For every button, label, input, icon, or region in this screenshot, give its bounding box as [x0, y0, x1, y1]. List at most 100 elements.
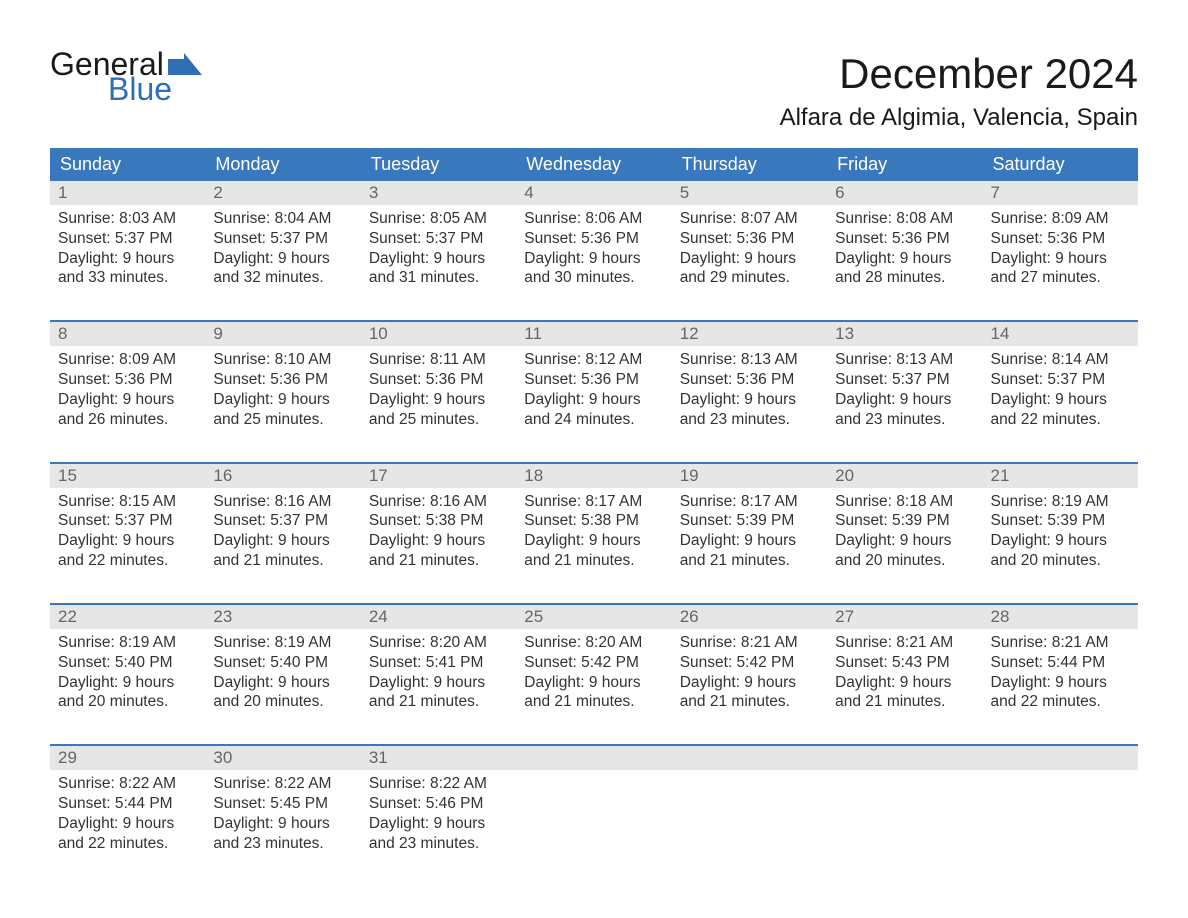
daylight-line-2: and 27 minutes. [991, 268, 1130, 288]
day-number: 23 [205, 605, 360, 629]
sunrise-line: Sunrise: 8:15 AM [58, 492, 197, 512]
day-body: Sunrise: 8:19 AMSunset: 5:40 PMDaylight:… [50, 629, 205, 730]
day-body: Sunrise: 8:04 AMSunset: 5:37 PMDaylight:… [205, 205, 360, 306]
week-row: 29Sunrise: 8:22 AMSunset: 5:44 PMDayligh… [50, 744, 1138, 871]
sunset-line: Sunset: 5:36 PM [991, 229, 1130, 249]
day-number: 19 [672, 464, 827, 488]
day-cell-11: 11Sunrise: 8:12 AMSunset: 5:36 PMDayligh… [516, 322, 671, 447]
day-body: Sunrise: 8:13 AMSunset: 5:36 PMDaylight:… [672, 346, 827, 447]
sunset-line: Sunset: 5:37 PM [835, 370, 974, 390]
sunset-line: Sunset: 5:38 PM [369, 511, 508, 531]
sunrise-line: Sunrise: 8:20 AM [369, 633, 508, 653]
location-subtitle: Alfara de Algimia, Valencia, Spain [780, 104, 1138, 132]
day-body: Sunrise: 8:09 AMSunset: 5:36 PMDaylight:… [983, 205, 1138, 306]
day-cell-21: 21Sunrise: 8:19 AMSunset: 5:39 PMDayligh… [983, 464, 1138, 589]
daylight-line-1: Daylight: 9 hours [835, 673, 974, 693]
day-number: 29 [50, 746, 205, 770]
sunset-line: Sunset: 5:37 PM [369, 229, 508, 249]
day-body: Sunrise: 8:21 AMSunset: 5:42 PMDaylight:… [672, 629, 827, 730]
daylight-line-2: and 24 minutes. [524, 410, 663, 430]
day-number: 5 [672, 181, 827, 205]
daylight-line-2: and 21 minutes. [680, 692, 819, 712]
daylight-line-2: and 29 minutes. [680, 268, 819, 288]
sunset-line: Sunset: 5:37 PM [58, 229, 197, 249]
daylight-line-2: and 28 minutes. [835, 268, 974, 288]
day-cell-30: 30Sunrise: 8:22 AMSunset: 5:45 PMDayligh… [205, 746, 360, 871]
dow-friday: Friday [827, 148, 982, 181]
daylight-line-1: Daylight: 9 hours [680, 531, 819, 551]
day-cell-19: 19Sunrise: 8:17 AMSunset: 5:39 PMDayligh… [672, 464, 827, 589]
day-body-empty [672, 770, 827, 860]
empty-day-cell [983, 746, 1138, 871]
day-cell-9: 9Sunrise: 8:10 AMSunset: 5:36 PMDaylight… [205, 322, 360, 447]
day-number: 15 [50, 464, 205, 488]
sunrise-line: Sunrise: 8:17 AM [680, 492, 819, 512]
sunrise-line: Sunrise: 8:21 AM [991, 633, 1130, 653]
daylight-line-1: Daylight: 9 hours [213, 814, 352, 834]
daylight-line-1: Daylight: 9 hours [835, 390, 974, 410]
daylight-line-1: Daylight: 9 hours [369, 673, 508, 693]
sunset-line: Sunset: 5:42 PM [680, 653, 819, 673]
sunrise-line: Sunrise: 8:22 AM [213, 774, 352, 794]
daylight-line-2: and 23 minutes. [369, 834, 508, 854]
sunset-line: Sunset: 5:43 PM [835, 653, 974, 673]
daylight-line-1: Daylight: 9 hours [680, 673, 819, 693]
day-cell-22: 22Sunrise: 8:19 AMSunset: 5:40 PMDayligh… [50, 605, 205, 730]
day-number: 3 [361, 181, 516, 205]
sunset-line: Sunset: 5:36 PM [213, 370, 352, 390]
daylight-line-2: and 21 minutes. [524, 551, 663, 571]
sunset-line: Sunset: 5:36 PM [369, 370, 508, 390]
sunrise-line: Sunrise: 8:21 AM [835, 633, 974, 653]
sunrise-line: Sunrise: 8:07 AM [680, 209, 819, 229]
day-number: 10 [361, 322, 516, 346]
sunset-line: Sunset: 5:39 PM [991, 511, 1130, 531]
week-row: 1Sunrise: 8:03 AMSunset: 5:37 PMDaylight… [50, 181, 1138, 306]
sunrise-line: Sunrise: 8:08 AM [835, 209, 974, 229]
daylight-line-2: and 26 minutes. [58, 410, 197, 430]
day-body-empty [827, 770, 982, 860]
daylight-line-2: and 22 minutes. [991, 410, 1130, 430]
sunrise-line: Sunrise: 8:05 AM [369, 209, 508, 229]
day-body: Sunrise: 8:21 AMSunset: 5:44 PMDaylight:… [983, 629, 1138, 730]
daylight-line-2: and 20 minutes. [991, 551, 1130, 571]
dow-thursday: Thursday [672, 148, 827, 181]
daylight-line-1: Daylight: 9 hours [213, 249, 352, 269]
daylight-line-2: and 22 minutes. [58, 834, 197, 854]
day-cell-20: 20Sunrise: 8:18 AMSunset: 5:39 PMDayligh… [827, 464, 982, 589]
week-row: 15Sunrise: 8:15 AMSunset: 5:37 PMDayligh… [50, 462, 1138, 589]
daylight-line-2: and 21 minutes. [524, 692, 663, 712]
daylight-line-1: Daylight: 9 hours [524, 249, 663, 269]
day-body: Sunrise: 8:22 AMSunset: 5:45 PMDaylight:… [205, 770, 360, 871]
day-cell-3: 3Sunrise: 8:05 AMSunset: 5:37 PMDaylight… [361, 181, 516, 306]
day-number: 25 [516, 605, 671, 629]
day-number: 30 [205, 746, 360, 770]
empty-day-cell [672, 746, 827, 871]
daynum-empty [983, 746, 1138, 770]
sunrise-line: Sunrise: 8:04 AM [213, 209, 352, 229]
daylight-line-2: and 21 minutes. [835, 692, 974, 712]
daylight-line-1: Daylight: 9 hours [213, 673, 352, 693]
daylight-line-2: and 33 minutes. [58, 268, 197, 288]
daylight-line-2: and 31 minutes. [369, 268, 508, 288]
day-cell-27: 27Sunrise: 8:21 AMSunset: 5:43 PMDayligh… [827, 605, 982, 730]
daylight-line-2: and 23 minutes. [835, 410, 974, 430]
day-number: 17 [361, 464, 516, 488]
day-body: Sunrise: 8:11 AMSunset: 5:36 PMDaylight:… [361, 346, 516, 447]
day-body: Sunrise: 8:12 AMSunset: 5:36 PMDaylight:… [516, 346, 671, 447]
sunrise-line: Sunrise: 8:13 AM [680, 350, 819, 370]
day-cell-26: 26Sunrise: 8:21 AMSunset: 5:42 PMDayligh… [672, 605, 827, 730]
day-body: Sunrise: 8:16 AMSunset: 5:38 PMDaylight:… [361, 488, 516, 589]
day-body: Sunrise: 8:18 AMSunset: 5:39 PMDaylight:… [827, 488, 982, 589]
daylight-line-1: Daylight: 9 hours [991, 390, 1130, 410]
sunset-line: Sunset: 5:39 PM [835, 511, 974, 531]
day-cell-1: 1Sunrise: 8:03 AMSunset: 5:37 PMDaylight… [50, 181, 205, 306]
empty-day-cell [827, 746, 982, 871]
day-body: Sunrise: 8:10 AMSunset: 5:36 PMDaylight:… [205, 346, 360, 447]
sunset-line: Sunset: 5:36 PM [680, 370, 819, 390]
sunset-line: Sunset: 5:36 PM [58, 370, 197, 390]
sunrise-line: Sunrise: 8:06 AM [524, 209, 663, 229]
day-cell-12: 12Sunrise: 8:13 AMSunset: 5:36 PMDayligh… [672, 322, 827, 447]
sunset-line: Sunset: 5:36 PM [680, 229, 819, 249]
calendar: SundayMondayTuesdayWednesdayThursdayFrid… [50, 148, 1138, 872]
daylight-line-1: Daylight: 9 hours [991, 531, 1130, 551]
